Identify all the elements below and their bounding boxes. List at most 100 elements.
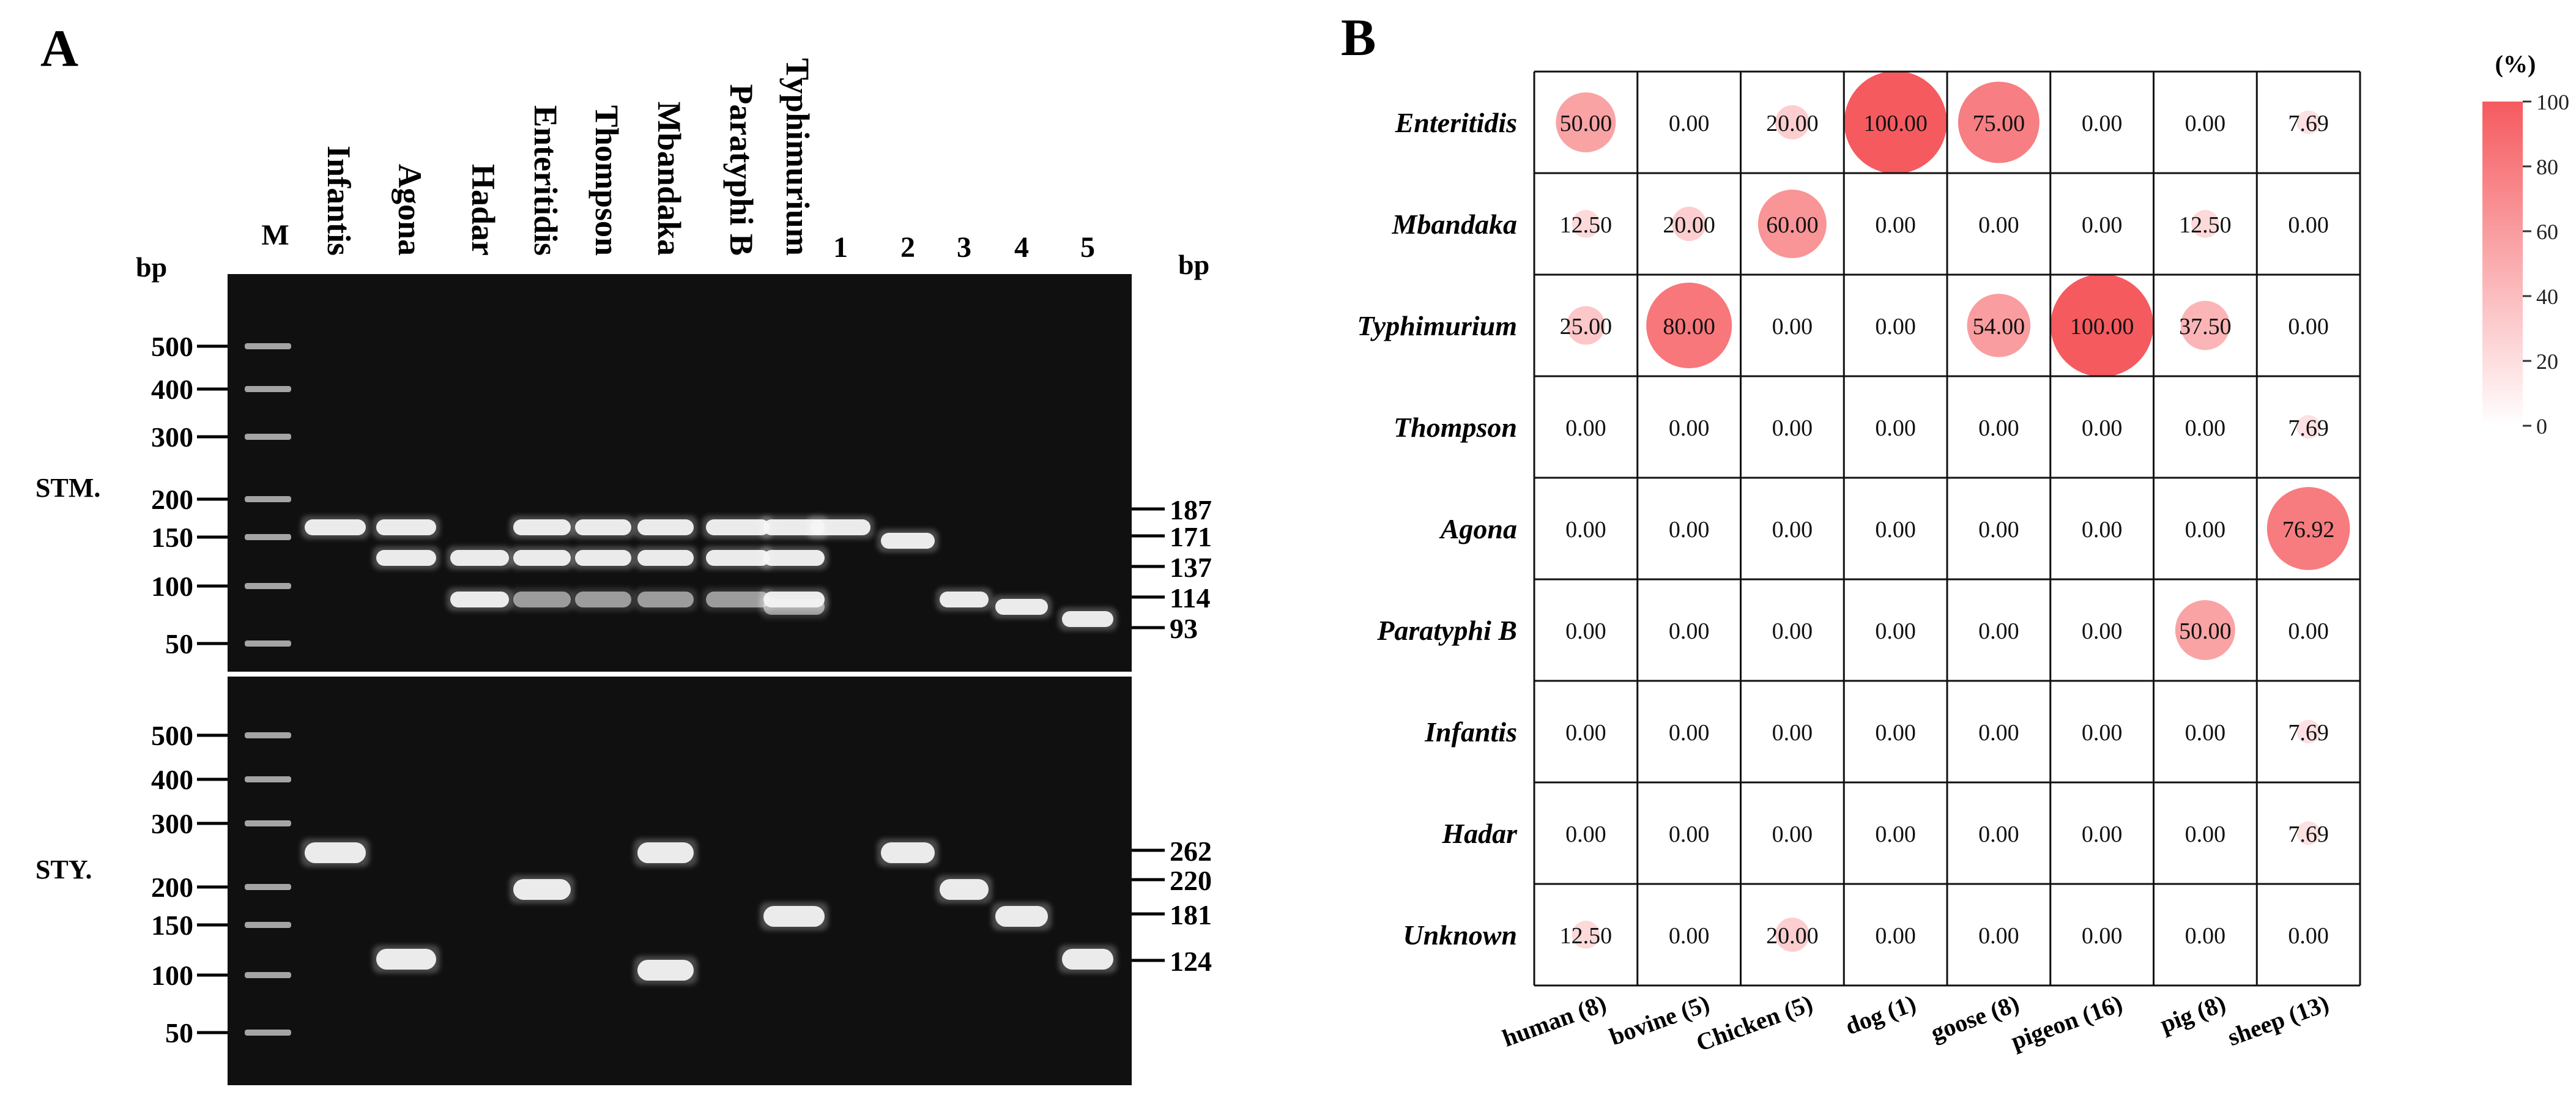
heatmap-column-label: pigeon (16) [2007, 989, 2126, 1055]
colorbar-gradient [2482, 102, 2523, 426]
lane-label: Typhimurium [779, 58, 816, 256]
ladder-band [245, 884, 291, 890]
dna-band [995, 906, 1048, 927]
dna-band [305, 519, 366, 535]
ladder-band [245, 496, 291, 502]
heatmap-cell-value: 0.00 [2185, 415, 2226, 441]
ladder-band [245, 820, 291, 826]
dna-band [450, 592, 509, 607]
heatmap-bubble [2296, 821, 2321, 845]
dna-band [376, 519, 436, 535]
ladder-size-label: 300 [151, 808, 193, 839]
heatmap-cell-value: 0.00 [2082, 923, 2123, 949]
gel-label-stm: STM. [35, 473, 100, 503]
ladder-band [245, 972, 291, 978]
heatmap-cell-value: 12.50 [1560, 212, 1613, 238]
dna-band [376, 550, 436, 566]
heatmap-cell-value: 0.00 [1875, 314, 1916, 340]
dna-band [575, 519, 631, 535]
size-marker-label: 124 [1170, 946, 1212, 977]
heatmap-cell-value: 0.00 [2082, 822, 2123, 847]
heatmap-cell-value: 80.00 [1663, 314, 1715, 340]
heatmap-bubble [2191, 210, 2219, 238]
size-marker-label: 181 [1170, 899, 1212, 930]
lane-label: Paratyphi B [723, 84, 760, 256]
size-marker-label: 171 [1170, 521, 1212, 552]
heatmap-cell-value: 0.00 [1875, 822, 1916, 847]
dna-band [450, 550, 509, 566]
heatmap-grid: 50.00 0.00 20.00 100.00 75.00 0.00 0.00 7.69 12.… [1357, 70, 2361, 1056]
dna-band [940, 879, 989, 900]
panel-b-heatmap: B 50.00 0.00 20.00 100.00 75.00 0.00 0.00 7.69 1… [1341, 8, 2569, 1056]
heatmap-cell-value: 0.00 [1978, 212, 2019, 238]
ladder-band [245, 583, 291, 589]
heatmap-cell-value: 0.00 [1772, 415, 1813, 441]
size-marker-label: 262 [1170, 836, 1212, 867]
size-marker-label: 137 [1170, 552, 1212, 583]
heatmap-column-label: dog (1) [1842, 989, 1920, 1040]
heatmap-cell-value: 0.00 [1978, 618, 2019, 644]
heatmap-cell-value: 20.00 [1766, 923, 1819, 949]
heatmap-bubble [2296, 415, 2321, 439]
ladder-band [245, 1030, 291, 1036]
heatmap-cell-value: 0.00 [1978, 415, 2019, 441]
heatmap-cell-value: 12.50 [2179, 212, 2232, 238]
heatmap-bubble [1646, 283, 1732, 368]
dna-band [637, 519, 694, 535]
panel-b-label: B [1341, 8, 1376, 67]
heatmap-cell-value: 0.00 [1669, 415, 1710, 441]
heatmap-bubble [1775, 918, 1810, 952]
heatmap-cell-value: 0.00 [1669, 618, 1710, 644]
lane-label: Infantis [321, 146, 357, 256]
heatmap-cell-value: 0.00 [1875, 212, 1916, 238]
heatmap-cell-value: 0.00 [1875, 517, 1916, 543]
heatmap-cell-value: 0.00 [2288, 923, 2329, 949]
size-marker-label: 187 [1170, 494, 1212, 525]
lane-label: Mbandaka [651, 102, 688, 256]
heatmap-cell-value: 75.00 [1973, 111, 2025, 136]
ladder-size-label: 200 [151, 484, 193, 515]
heatmap-cell-value: 0.00 [2082, 720, 2123, 746]
heatmap-bubble [1566, 306, 1605, 345]
ladder-size-label: 100 [151, 960, 193, 991]
heatmap-column-label: sheep (13) [2224, 989, 2332, 1051]
heatmap-column-label: human (8) [1499, 989, 1609, 1052]
heatmap-cell-value: 0.00 [2185, 111, 2226, 136]
panel-a-label: A [40, 19, 78, 78]
heatmap-cell-value: 0.00 [2288, 618, 2329, 644]
colorbar-ticks: 100 80 60 40 20 0 [2523, 90, 2569, 439]
heatmap-cell-value: 7.69 [2288, 415, 2329, 441]
heatmap-cell-value: 0.00 [1565, 822, 1606, 847]
ladder-size-label: 50 [165, 628, 193, 659]
lane-label: Thompson [588, 105, 625, 256]
heatmap-cell-value: 0.00 [1772, 314, 1813, 340]
heatmap-row-label: Paratyphi B [1376, 615, 1517, 646]
bp-unit-left: bp [136, 251, 167, 283]
dna-band [513, 550, 571, 566]
gel-sty [228, 677, 1132, 1085]
heatmap-cell-value: 7.69 [2288, 111, 2329, 136]
dna-band [637, 842, 694, 863]
lane-label: 1 [833, 231, 848, 264]
heatmap-bubble [2175, 600, 2235, 660]
lane-label: 3 [957, 231, 971, 264]
dna-band [1062, 611, 1113, 627]
heatmap-cell-value: 0.00 [1669, 517, 1710, 543]
heatmap-cell-value: 0.00 [2288, 314, 2329, 340]
size-marker-label: 220 [1170, 865, 1212, 896]
dna-band [575, 550, 631, 566]
colorbar-tick-label: 0 [2536, 414, 2547, 439]
ladder-band [245, 534, 291, 540]
ladder-size-label: 300 [151, 421, 193, 453]
size-marker-label: 93 [1170, 613, 1198, 644]
heatmap-row-label: Typhimurium [1357, 310, 1517, 341]
heatmap-bubble [1672, 207, 1707, 241]
heatmap-cell-value: 50.00 [2179, 618, 2232, 644]
ladder-size-label: 400 [151, 374, 193, 405]
lane-label: 4 [1014, 231, 1029, 264]
ladder-size-label: 50 [165, 1017, 193, 1048]
ladder-size-label: 150 [151, 522, 193, 553]
ladder-size-label: 500 [151, 331, 193, 362]
